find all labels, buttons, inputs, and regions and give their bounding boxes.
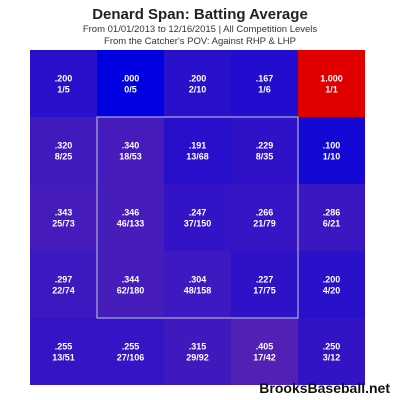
cell-ratio-label: 21/79 xyxy=(253,219,276,229)
cell-ratio-label: 4/20 xyxy=(323,286,341,296)
cell-avg-label: .200 xyxy=(55,74,73,84)
cell-avg-label: .344 xyxy=(122,275,140,285)
cell-ratio-label: 27/106 xyxy=(117,353,145,363)
cell-avg-label: .100 xyxy=(323,141,341,151)
heatmap-cell-r1-c3 xyxy=(231,117,298,184)
cell-ratio-label: 62/180 xyxy=(117,286,145,296)
cell-avg-label: .297 xyxy=(55,275,73,285)
heatmap-cell-r3-c4 xyxy=(298,251,365,318)
chart-title: Denard Span: Batting Average xyxy=(92,6,308,23)
cell-avg-label: .320 xyxy=(55,141,73,151)
cell-ratio-label: 29/92 xyxy=(186,353,209,363)
heatmap-cell-r4-c4 xyxy=(298,318,365,385)
cell-avg-label: 1.000 xyxy=(320,74,343,84)
cell-ratio-label: 17/75 xyxy=(253,286,276,296)
cell-ratio-label: 37/150 xyxy=(184,219,212,229)
cell-avg-label: .304 xyxy=(189,275,207,285)
heatmap-cell-r1-c1 xyxy=(97,117,164,184)
heatmap-cell-r1-c4 xyxy=(298,117,365,184)
cell-avg-label: .315 xyxy=(189,342,207,352)
heatmap-cell-r0-c1 xyxy=(97,50,164,117)
cell-avg-label: .405 xyxy=(256,342,274,352)
heatmap-cell-r2-c4 xyxy=(298,184,365,251)
cell-ratio-label: 17/42 xyxy=(253,353,276,363)
heatmap-cell-r4-c3 xyxy=(231,318,298,385)
heatmap-cell-r1-c2 xyxy=(164,117,231,184)
cell-ratio-label: 2/10 xyxy=(189,85,207,95)
cell-avg-label: .247 xyxy=(189,208,207,218)
heatmap-cell-r0-c2 xyxy=(164,50,231,117)
cell-ratio-label: 6/21 xyxy=(323,219,341,229)
heatmap-cell-r3-c0 xyxy=(30,251,97,318)
cell-avg-label: .266 xyxy=(256,208,274,218)
cell-ratio-label: 25/73 xyxy=(52,219,75,229)
cell-avg-label: .167 xyxy=(256,74,274,84)
cell-avg-label: .343 xyxy=(55,208,73,218)
cell-ratio-label: 8/25 xyxy=(55,152,73,162)
heatmap-cell-r0-c4 xyxy=(298,50,365,117)
cell-avg-label: .200 xyxy=(323,275,341,285)
cell-ratio-label: 3/12 xyxy=(323,353,341,363)
cell-avg-label: .229 xyxy=(256,141,274,151)
cell-ratio-label: 1/5 xyxy=(57,85,70,95)
heatmap-cell-r2-c3 xyxy=(231,184,298,251)
heatmap-cell-r0-c3 xyxy=(231,50,298,117)
cell-avg-label: .255 xyxy=(122,342,140,352)
cell-ratio-label: 8/35 xyxy=(256,152,274,162)
chart-subtitle-pov: From the Catcher's POV: Against RHP & LH… xyxy=(104,36,296,47)
cell-ratio-label: 0/5 xyxy=(124,85,137,95)
cell-ratio-label: 46/133 xyxy=(117,219,145,229)
cell-ratio-label: 18/53 xyxy=(119,152,142,162)
cell-avg-label: .255 xyxy=(55,342,73,352)
cell-avg-label: .340 xyxy=(122,141,140,151)
heatmap-cell-r2-c0 xyxy=(30,184,97,251)
cell-ratio-label: 48/158 xyxy=(184,286,212,296)
cell-ratio-label: 22/74 xyxy=(52,286,75,296)
heatmap-cell-r2-c2 xyxy=(164,184,231,251)
cell-ratio-label: 13/51 xyxy=(52,353,75,363)
cell-avg-label: .191 xyxy=(189,141,207,151)
heatmap-cell-r2-c1 xyxy=(97,184,164,251)
cell-avg-label: .227 xyxy=(256,275,274,285)
cell-ratio-label: 1/6 xyxy=(258,85,271,95)
heatmap-cell-r0-c0 xyxy=(30,50,97,117)
cell-avg-label: .200 xyxy=(189,74,207,84)
heatmap-cell-r3-c3 xyxy=(231,251,298,318)
cell-avg-label: .250 xyxy=(323,342,341,352)
heatmap-cell-r1-c0 xyxy=(30,117,97,184)
cell-ratio-label: 13/68 xyxy=(186,152,209,162)
strike-zone-outline xyxy=(96,116,299,319)
heatmap-cell-r4-c1 xyxy=(97,318,164,385)
cell-avg-label: .346 xyxy=(122,208,140,218)
heatmap-cell-r3-c1 xyxy=(97,251,164,318)
brooksbaseball-watermark: BrooksBaseball.net xyxy=(259,380,390,396)
chart-subtitle-date-range: From 01/01/2013 to 12/16/2015 | All Comp… xyxy=(82,24,318,35)
cell-ratio-label: 1/10 xyxy=(323,152,341,162)
cell-ratio-label: 1/1 xyxy=(325,85,338,95)
cell-avg-label: .286 xyxy=(323,208,341,218)
heatmap-cell-r3-c2 xyxy=(164,251,231,318)
heatmap-cell-r4-c2 xyxy=(164,318,231,385)
cell-avg-label: .000 xyxy=(122,74,140,84)
heatmap-cell-r4-c0 xyxy=(30,318,97,385)
